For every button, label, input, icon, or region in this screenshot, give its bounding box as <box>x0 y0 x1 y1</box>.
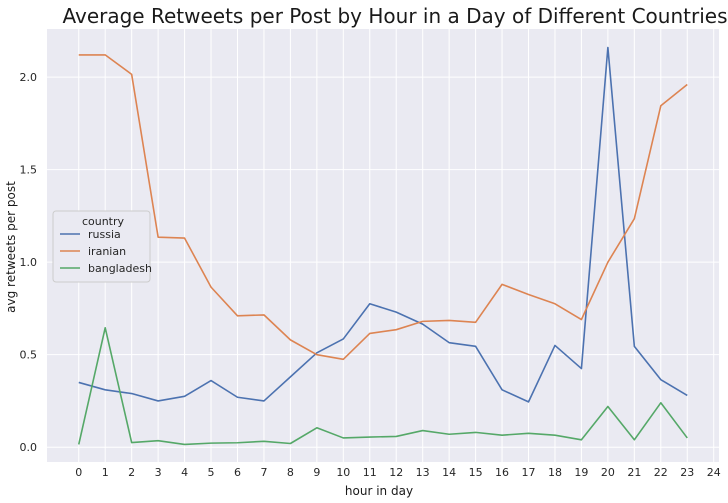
x-tick-label: 2 <box>128 466 135 479</box>
y-axis-label: avg retweets per post <box>4 181 18 313</box>
x-axis-label: hour in day <box>345 484 413 498</box>
y-tick-label: 0.0 <box>20 441 38 454</box>
series-line-iranian <box>78 54 688 361</box>
x-tick-label: 3 <box>155 466 162 479</box>
x-tick-label: 0 <box>75 466 82 479</box>
y-tick-labels: 0.0 0.5 1.0 1.5 2.0 <box>20 71 38 454</box>
x-tick-labels: 0 1 2 3 4 5 6 7 8 9 10 11 12 13 14 15 16 17 18 19 20 21 22 23 24 <box>75 466 720 479</box>
legend-title: country <box>82 215 125 228</box>
x-tick-label: 18 <box>548 466 562 479</box>
x-tick-label: 5 <box>208 466 215 479</box>
legend-label-russia: russia <box>88 228 121 241</box>
x-tick-label: 23 <box>680 466 694 479</box>
legend-label-bangladesh: bangladesh <box>88 262 152 275</box>
x-tick-label: 19 <box>574 466 588 479</box>
legend-label-iranian: iranian <box>88 245 126 258</box>
x-tick-label: 10 <box>336 466 350 479</box>
x-tick-label: 21 <box>627 466 641 479</box>
x-tick-label: 24 <box>707 466 721 479</box>
series-line-bangladesh <box>77 327 688 446</box>
y-tick-label: 0.5 <box>20 349 38 362</box>
x-tick-label: 8 <box>287 466 294 479</box>
x-tick-label: 13 <box>416 466 430 479</box>
x-tick-label: 7 <box>260 466 267 479</box>
plot-area <box>47 29 719 462</box>
legend-box <box>52 210 151 283</box>
x-tick-label: 6 <box>234 466 241 479</box>
x-tick-label: 9 <box>313 466 320 479</box>
x-tick-label: 22 <box>654 466 668 479</box>
y-tick-label: 2.0 <box>20 71 38 84</box>
y-tick-label: 1.0 <box>20 256 38 269</box>
x-tick-label: 20 <box>601 466 615 479</box>
x-tick-label: 14 <box>442 466 456 479</box>
y-tick-label: 1.5 <box>20 164 38 177</box>
grid-lines <box>47 29 719 462</box>
x-tick-label: 16 <box>495 466 509 479</box>
series-line-russia <box>78 46 688 403</box>
legend: country russia iranian bangladesh <box>52 210 152 283</box>
chart-title: Average Retweets per Post by Hour in a D… <box>62 4 727 28</box>
x-tick-label: 12 <box>389 466 403 479</box>
x-tick-label: 4 <box>181 466 188 479</box>
x-tick-label: 15 <box>469 466 483 479</box>
x-tick-label: 11 <box>363 466 377 479</box>
x-tick-label: 17 <box>522 466 536 479</box>
series-lines <box>77 46 688 446</box>
x-tick-label: 1 <box>102 466 109 479</box>
